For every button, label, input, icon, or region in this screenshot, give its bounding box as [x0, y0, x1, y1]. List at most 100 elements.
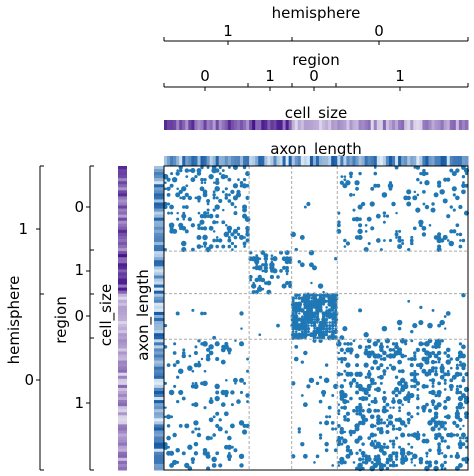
edge-dot: [443, 177, 448, 182]
edge-dot: [454, 453, 461, 459]
edge-dot: [397, 235, 402, 240]
edge-dot: [164, 406, 167, 409]
edge-dot: [404, 424, 408, 428]
edge-dot: [395, 236, 398, 239]
axon-length-swatch: [428, 156, 433, 166]
edge-dot: [184, 192, 189, 198]
edge-dot: [427, 368, 433, 374]
edge-dot: [412, 195, 418, 201]
edge-dot: [303, 317, 308, 322]
edge-dot: [318, 293, 323, 298]
edge-dot: [418, 362, 424, 368]
edge-dot: [418, 460, 423, 465]
edge-dot: [443, 439, 447, 443]
edge-dot: [443, 460, 447, 465]
edge-dot: [361, 460, 365, 464]
edge-dot: [181, 225, 187, 231]
edge-dot: [455, 423, 460, 429]
left-region-axis: region 0 1 0 1: [52, 165, 94, 471]
edge-dot: [366, 353, 372, 359]
cell-size-swatch: [303, 120, 308, 130]
edge-dot: [340, 442, 344, 446]
axon-length-swatch: [224, 156, 229, 166]
edge-dot: [175, 192, 181, 198]
edge-dot: [182, 205, 186, 209]
edge-dot: [300, 394, 304, 397]
edge-dot: [348, 381, 354, 386]
edge-dot: [308, 262, 314, 268]
edge-dot: [342, 405, 348, 410]
cell-size-swatch: [261, 120, 265, 130]
cell-size-swatch: [118, 302, 127, 307]
edge-dot: [400, 386, 406, 392]
cell-size-swatch: [118, 333, 127, 337]
axon-length-swatch: [154, 445, 164, 450]
edge-dot: [255, 263, 258, 267]
cell-size-swatch: [118, 257, 127, 261]
edge-dot: [397, 244, 403, 250]
edge-dot: [302, 326, 308, 332]
edge-dot: [238, 453, 245, 459]
edge-dot: [406, 433, 411, 437]
edge-dot: [357, 204, 363, 210]
edge-dot: [455, 195, 460, 201]
edge-dot: [461, 344, 466, 350]
edge-dot: [318, 326, 323, 331]
edge-dot: [230, 241, 235, 246]
edge-dot: [412, 226, 417, 231]
edge-dot: [406, 417, 411, 422]
edge-dot: [395, 463, 399, 467]
edge-dot: [212, 193, 216, 197]
axon-length-swatch: [294, 156, 299, 166]
edge-dot: [315, 317, 320, 322]
edge-dot: [306, 326, 311, 331]
edge-dot: [364, 454, 369, 459]
edge-dot: [364, 230, 368, 233]
edge-dot: [343, 414, 347, 419]
edge-dot: [370, 381, 375, 386]
edge-dot: [434, 366, 438, 370]
cell-size-swatch: [273, 120, 277, 130]
edge-dot: [385, 460, 390, 465]
edge-dot: [318, 375, 323, 379]
edge-dot: [194, 427, 198, 431]
axon-length-swatch: [154, 330, 164, 334]
edge-dot: [458, 204, 463, 210]
edge-dot: [187, 444, 193, 450]
cell-size-swatch: [212, 120, 217, 130]
edge-dot: [436, 447, 442, 453]
axon-length-swatch: [410, 156, 414, 166]
edge-dot: [378, 374, 384, 380]
edge-dot: [449, 168, 454, 173]
axon-length-swatch: [154, 415, 164, 419]
edge-dot: [324, 326, 329, 331]
edge-dot: [300, 360, 304, 364]
edge-dot: [392, 397, 395, 400]
cell-size-swatch: [355, 120, 360, 130]
axon-length-swatch: [154, 394, 164, 398]
edge-dot: [223, 389, 229, 396]
edge-dot: [227, 244, 232, 249]
edge-dot: [458, 445, 463, 450]
edge-dot: [285, 268, 290, 273]
edge-dot: [428, 448, 432, 453]
edge-dot: [425, 455, 429, 458]
edge-dot: [223, 411, 229, 417]
edge-dot: [449, 357, 453, 361]
axon-length-swatch: [154, 342, 164, 346]
edge-dot: [191, 382, 195, 385]
top-axon-length-title: axon_length: [270, 140, 362, 159]
axon-length-swatch: [154, 238, 164, 243]
edge-dot: [214, 186, 220, 192]
edge-dot: [202, 226, 208, 231]
top-axon-length-strip: [164, 156, 469, 166]
edge-dot: [215, 196, 219, 200]
edge-dot: [458, 417, 463, 422]
axon-length-swatch: [154, 302, 164, 307]
axon-length-swatch: [154, 311, 164, 316]
edge-dot: [212, 190, 216, 194]
cell-size-swatch: [118, 169, 127, 173]
cell-size-swatch: [428, 120, 433, 130]
edge-dot: [355, 363, 360, 368]
edge-dot: [367, 375, 371, 379]
